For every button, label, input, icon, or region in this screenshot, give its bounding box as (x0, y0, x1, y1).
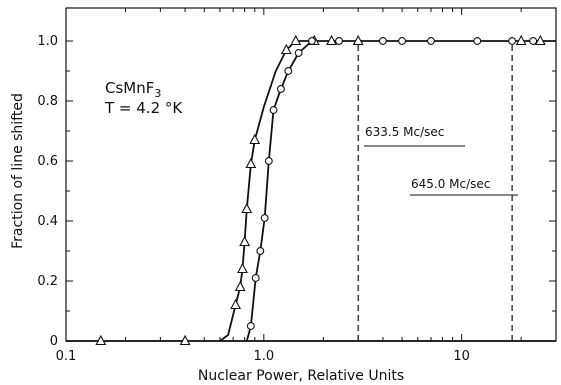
y-axis-title: Fraction of line shifted (10, 93, 26, 249)
triangle-point (241, 202, 253, 214)
sample-temperature: T = 4.2 °K (104, 99, 183, 117)
circle-point (508, 37, 517, 45)
triangle-point (239, 235, 251, 247)
triangle-point (352, 34, 364, 46)
triangle-point (234, 280, 246, 292)
circle-point (529, 37, 538, 45)
annotation-label-2: 645.0 Mc/sec (411, 177, 490, 191)
y-tick-label: 0.8 (37, 94, 58, 109)
annotation-label-1: 633.5 Mc/sec (365, 125, 444, 139)
sample-compound: CsMnF3 (105, 79, 161, 100)
circle-point (260, 214, 269, 222)
circle-point (378, 37, 387, 45)
plot-frame (65, 7, 557, 342)
circle-point (246, 322, 255, 330)
triangle-point (237, 262, 248, 274)
triangle-point (290, 34, 302, 46)
circle-point (427, 37, 435, 45)
triangle-point (326, 34, 337, 46)
y-tick-label: 1.0 (37, 34, 58, 49)
circle-point (473, 37, 482, 45)
x-tick-label: 10 (453, 349, 470, 364)
triangle-point (249, 133, 261, 145)
y-tick-label: 0.4 (37, 214, 58, 229)
circle-point (307, 37, 316, 45)
circle-point (264, 157, 273, 165)
x-tick-label: 1.0 (253, 349, 274, 364)
sample-compound-subscript: 3 (154, 87, 161, 100)
circle-point (398, 37, 407, 45)
triangle-point (534, 34, 546, 46)
x-tick-label: 0.1 (56, 349, 77, 364)
y-tick-label: 0.2 (37, 274, 58, 289)
y-tick-label: 0 (50, 334, 58, 349)
circle-point (256, 247, 265, 255)
triangle-point (230, 298, 242, 310)
circle-point (294, 49, 303, 57)
triangle-point (95, 334, 107, 346)
x-axis-title: Nuclear Power, Relative Units (198, 368, 404, 384)
triangle-point (515, 34, 527, 46)
triangle-point (245, 157, 257, 169)
y-tick-label: 0.6 (37, 154, 58, 169)
circle-point (284, 67, 293, 75)
circle-point (335, 37, 343, 45)
circle-point (276, 85, 285, 93)
circle-point (269, 106, 278, 114)
triangle-point (280, 43, 292, 55)
series-triangle-curve (219, 40, 297, 342)
triangle-point (179, 334, 191, 346)
circle-point (251, 274, 260, 282)
